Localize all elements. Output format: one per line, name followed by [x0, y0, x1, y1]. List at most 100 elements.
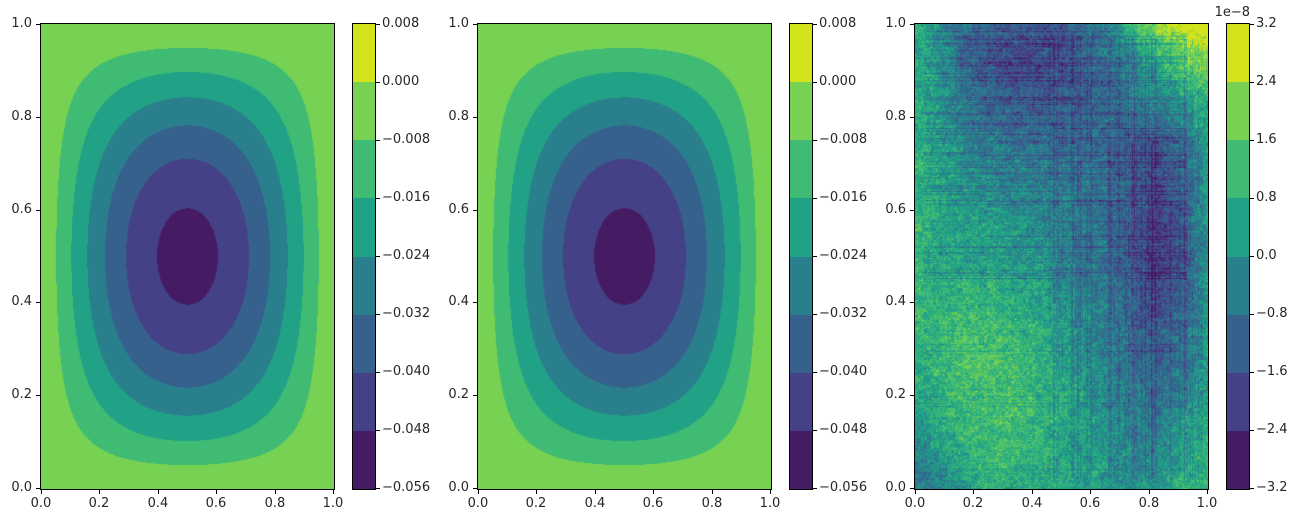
colorbar-band	[1227, 256, 1249, 315]
y-tick-label: 0.4	[885, 294, 906, 309]
y-tick	[36, 24, 40, 25]
colorbar-tick	[813, 140, 817, 141]
colorbar-tick	[813, 82, 817, 83]
colorbar-tick	[376, 372, 380, 373]
y-tick-label: 0.0	[11, 480, 32, 495]
y-tick	[473, 395, 477, 396]
colorbar-tick-label: −2.4	[1256, 422, 1288, 437]
x-tick-label: 1.0	[322, 496, 344, 511]
colorbar-tick-label: −0.032	[819, 306, 868, 321]
colorbar-tick	[1250, 24, 1254, 25]
colorbar-tick	[1250, 198, 1254, 199]
x-tick-label: 0.4	[147, 496, 169, 511]
colorbar-tick-label: −0.008	[819, 132, 868, 147]
colorbar-tick	[376, 82, 380, 83]
colorbar-tick	[1250, 140, 1254, 141]
colorbar-band	[790, 24, 812, 83]
x-tick-label: 0.2	[525, 496, 547, 511]
y-tick	[36, 395, 40, 396]
colorbar-tick-label: −0.056	[819, 480, 868, 495]
colorbar-tick-label: −0.040	[819, 364, 868, 379]
x-tick-label: 0.2	[88, 496, 110, 511]
colorbar-tick	[1250, 372, 1254, 373]
colorbar-band	[353, 198, 375, 257]
colorbar-tick-label: −0.008	[382, 132, 431, 147]
colorbar-tick	[1250, 488, 1254, 489]
x-tick-label: 0.8	[1138, 496, 1160, 511]
y-tick-label: 0.0	[885, 480, 906, 495]
y-tick	[36, 488, 40, 489]
colorbar-offset-label: 1e−8	[1214, 5, 1250, 20]
colorbar-tick	[376, 314, 380, 315]
colorbar-middle	[789, 23, 813, 490]
y-tick-label: 0.2	[885, 387, 906, 402]
y-tick	[473, 24, 477, 25]
x-tick	[1207, 490, 1208, 494]
colorbar-tick-label: −0.016	[819, 190, 868, 205]
x-tick-label: 0.0	[30, 496, 52, 511]
x-tick-label: 1.0	[759, 496, 781, 511]
y-tick-label: 0.6	[885, 202, 906, 217]
colorbar-tick-label: −0.032	[382, 306, 431, 321]
colorbar-tick-label: −1.6	[1256, 364, 1288, 379]
colorbar-band	[353, 372, 375, 431]
colorbar-tick-label: −0.024	[382, 248, 431, 263]
contour-canvas-middle	[478, 24, 771, 489]
colorbar-tick-label: 0.008	[382, 16, 420, 31]
colorbar-tick-label: −0.8	[1256, 306, 1288, 321]
x-tick-label: 0.0	[904, 496, 926, 511]
colorbar-band	[790, 256, 812, 315]
x-tick-label: 0.4	[1021, 496, 1043, 511]
x-tick-label: 0.6	[205, 496, 227, 511]
y-tick	[910, 117, 914, 118]
x-tick-label: 0.6	[642, 496, 664, 511]
colorbar-tick	[376, 140, 380, 141]
colorbar-tick-label: −0.016	[382, 190, 431, 205]
y-tick-label: 0.0	[448, 480, 469, 495]
x-tick-label: 0.2	[962, 496, 984, 511]
x-tick	[333, 490, 334, 494]
colorbar-band	[1227, 198, 1249, 257]
colorbar-band	[790, 140, 812, 199]
y-tick-label: 0.4	[11, 294, 32, 309]
colorbar-tick	[813, 256, 817, 257]
colorbar-tick-label: 2.4	[1256, 74, 1277, 89]
y-tick-label: 0.2	[448, 387, 469, 402]
colorbar-left	[352, 23, 376, 490]
x-tick	[653, 490, 654, 494]
x-tick-label: 1.0	[1196, 496, 1218, 511]
x-tick	[41, 490, 42, 494]
error-canvas-right	[915, 24, 1208, 489]
y-tick-label: 0.4	[448, 294, 469, 309]
colorbar-tick-label: −0.048	[382, 422, 431, 437]
colorbar-band	[353, 140, 375, 199]
y-tick-label: 0.6	[448, 202, 469, 217]
y-tick	[36, 210, 40, 211]
colorbar-tick	[813, 198, 817, 199]
colorbar-tick-label: 0.000	[382, 74, 420, 89]
x-tick-label: 0.0	[467, 496, 489, 511]
colorbar-tick-label: −0.024	[819, 248, 868, 263]
colorbar-tick	[376, 488, 380, 489]
colorbar-band	[353, 314, 375, 373]
colorbar-tick-label: 0.000	[819, 74, 857, 89]
colorbar-tick-label: −0.048	[819, 422, 868, 437]
plot-area-left	[40, 23, 335, 490]
colorbar-band	[1227, 140, 1249, 199]
colorbar-band	[353, 24, 375, 83]
y-tick	[36, 302, 40, 303]
x-tick	[1149, 490, 1150, 494]
y-tick-label: 0.2	[11, 387, 32, 402]
colorbar-tick	[813, 24, 817, 25]
plot-area-right	[914, 23, 1209, 490]
y-tick	[473, 302, 477, 303]
colorbar-tick-label: 0.0	[1256, 248, 1277, 263]
plot-area-middle	[477, 23, 772, 490]
colorbar-tick	[813, 430, 817, 431]
colorbar-tick-label: 1.6	[1256, 132, 1277, 147]
colorbar-tick	[1250, 82, 1254, 83]
colorbar-tick	[813, 314, 817, 315]
x-tick	[478, 490, 479, 494]
colorbar-band	[353, 82, 375, 141]
